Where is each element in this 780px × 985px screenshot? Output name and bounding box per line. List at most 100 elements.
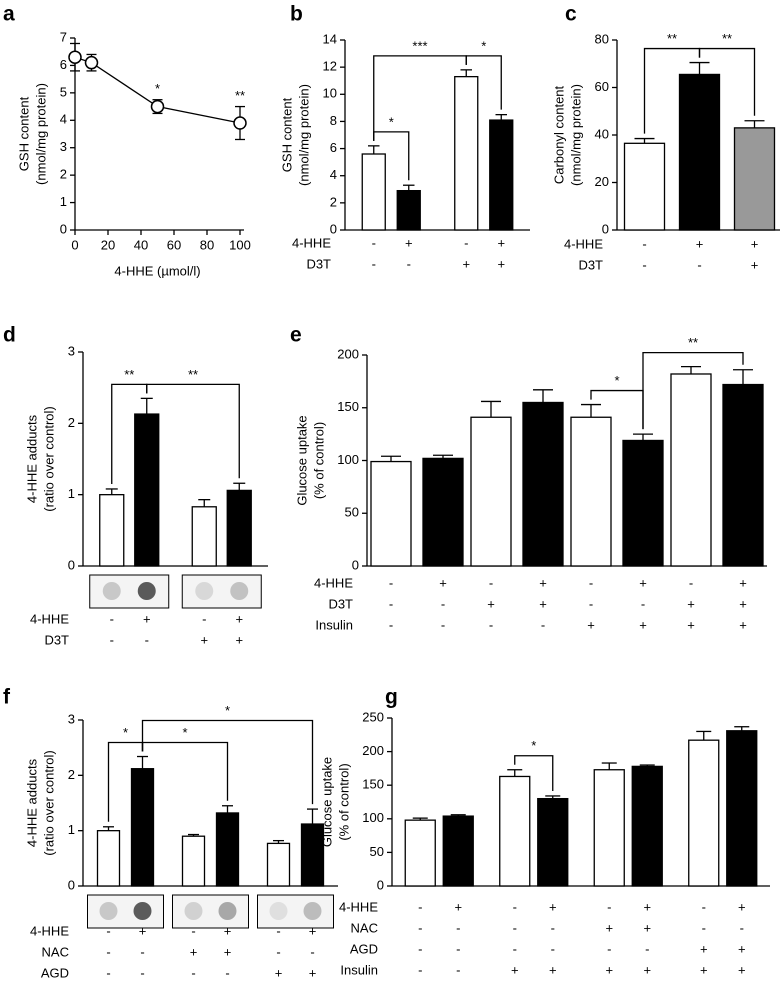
condition-label: D3T — [44, 632, 69, 647]
y-tick-label: 12 — [323, 59, 337, 74]
blot-dot — [270, 902, 288, 920]
y-tick-label: 2 — [330, 194, 337, 209]
y-axis-label: GSH content — [16, 96, 31, 171]
bar — [723, 385, 763, 566]
condition-sign: + — [639, 617, 647, 632]
point — [234, 117, 246, 129]
condition-sign: - — [389, 617, 393, 632]
condition-sign: - — [513, 941, 517, 956]
condition-sign: + — [738, 962, 746, 977]
bar — [500, 776, 530, 886]
condition-sign: - — [202, 611, 206, 626]
bar — [397, 191, 420, 230]
condition-sign: + — [235, 632, 243, 647]
condition-sign: + — [549, 962, 557, 977]
condition-sign: - — [372, 256, 376, 271]
y-axis-label: (% of control) — [311, 422, 326, 499]
blot-box — [88, 895, 164, 928]
blot-dot — [103, 582, 121, 600]
bar — [571, 417, 611, 566]
bar — [623, 440, 663, 566]
y-tick-label: 2 — [68, 415, 75, 430]
blot-dot — [230, 582, 248, 600]
condition-sign: - — [225, 965, 229, 980]
y-tick-label: 50 — [345, 505, 359, 520]
condition-sign: - — [106, 944, 110, 959]
condition-label: NAC — [351, 920, 378, 935]
x-tick-label: 0 — [71, 237, 78, 252]
y-tick-label: 3 — [68, 343, 75, 358]
condition-sign: - — [140, 944, 144, 959]
condition-sign: + — [224, 923, 232, 938]
condition-sign: - — [740, 920, 744, 935]
condition-sign: + — [275, 965, 283, 980]
significance: ** — [188, 367, 198, 382]
y-tick-label: 1 — [60, 194, 67, 209]
condition-sign: - — [418, 920, 422, 935]
y-tick-label: 7 — [60, 29, 67, 44]
significance: ** — [235, 88, 245, 103]
y-tick-label: 60 — [595, 79, 609, 94]
condition-sign: - — [489, 575, 493, 590]
y-tick-label: 4 — [60, 112, 67, 127]
condition-sign: + — [696, 236, 704, 251]
y-tick-label: 2 — [68, 767, 75, 782]
significance: * — [123, 725, 128, 740]
significance-bracket — [374, 56, 467, 141]
condition-sign: + — [739, 617, 747, 632]
significance: ** — [722, 31, 732, 46]
condition-sign: + — [497, 235, 505, 250]
condition-sign: - — [441, 617, 445, 632]
significance: * — [389, 114, 394, 129]
y-tick-label: 4 — [330, 167, 337, 182]
y-tick-label: 0 — [352, 557, 359, 572]
condition-sign: + — [235, 611, 243, 626]
y-tick-label: 200 — [362, 743, 384, 758]
y-tick-label: 80 — [595, 31, 609, 46]
condition-label: AGD — [350, 941, 378, 956]
bar — [625, 143, 665, 230]
bar — [371, 462, 411, 566]
bar — [594, 770, 624, 886]
bar — [268, 843, 290, 886]
condition-sign: - — [191, 965, 195, 980]
bar — [727, 731, 757, 886]
y-tick-label: 1 — [68, 822, 75, 837]
y-tick-label: 150 — [337, 399, 359, 414]
y-tick-label: 250 — [362, 709, 384, 724]
condition-sign: - — [589, 596, 593, 611]
y-tick-label: 0 — [602, 221, 609, 236]
bar — [135, 414, 159, 566]
condition-sign: - — [464, 235, 468, 250]
condition-sign: + — [700, 941, 708, 956]
bar — [689, 740, 719, 886]
bar — [523, 402, 563, 566]
point — [69, 51, 81, 63]
condition-sign: + — [751, 257, 759, 272]
significance: * — [182, 725, 187, 740]
significance: * — [155, 81, 160, 96]
condition-sign: - — [645, 941, 649, 956]
y-axis-label: Glucose uptake — [294, 415, 309, 505]
condition-sign: - — [456, 920, 460, 935]
bar — [183, 836, 205, 886]
condition-sign: - — [541, 617, 545, 632]
condition-sign: - — [140, 965, 144, 980]
bar — [192, 507, 216, 566]
bar — [443, 816, 473, 886]
y-tick-label: 6 — [330, 140, 337, 155]
bar — [735, 128, 775, 230]
condition-sign: - — [589, 575, 593, 590]
significance-bracket — [147, 384, 240, 478]
blot-box — [173, 895, 249, 928]
condition-sign: + — [738, 899, 746, 914]
y-tick-label: 2 — [60, 167, 67, 182]
bar — [455, 77, 478, 230]
y-axis-label: 4-HHE adducts — [24, 414, 39, 503]
significance: * — [614, 373, 619, 388]
condition-sign: + — [643, 962, 651, 977]
significance: ** — [688, 335, 698, 350]
y-tick-label: 14 — [323, 31, 337, 46]
blot-box — [258, 895, 334, 928]
